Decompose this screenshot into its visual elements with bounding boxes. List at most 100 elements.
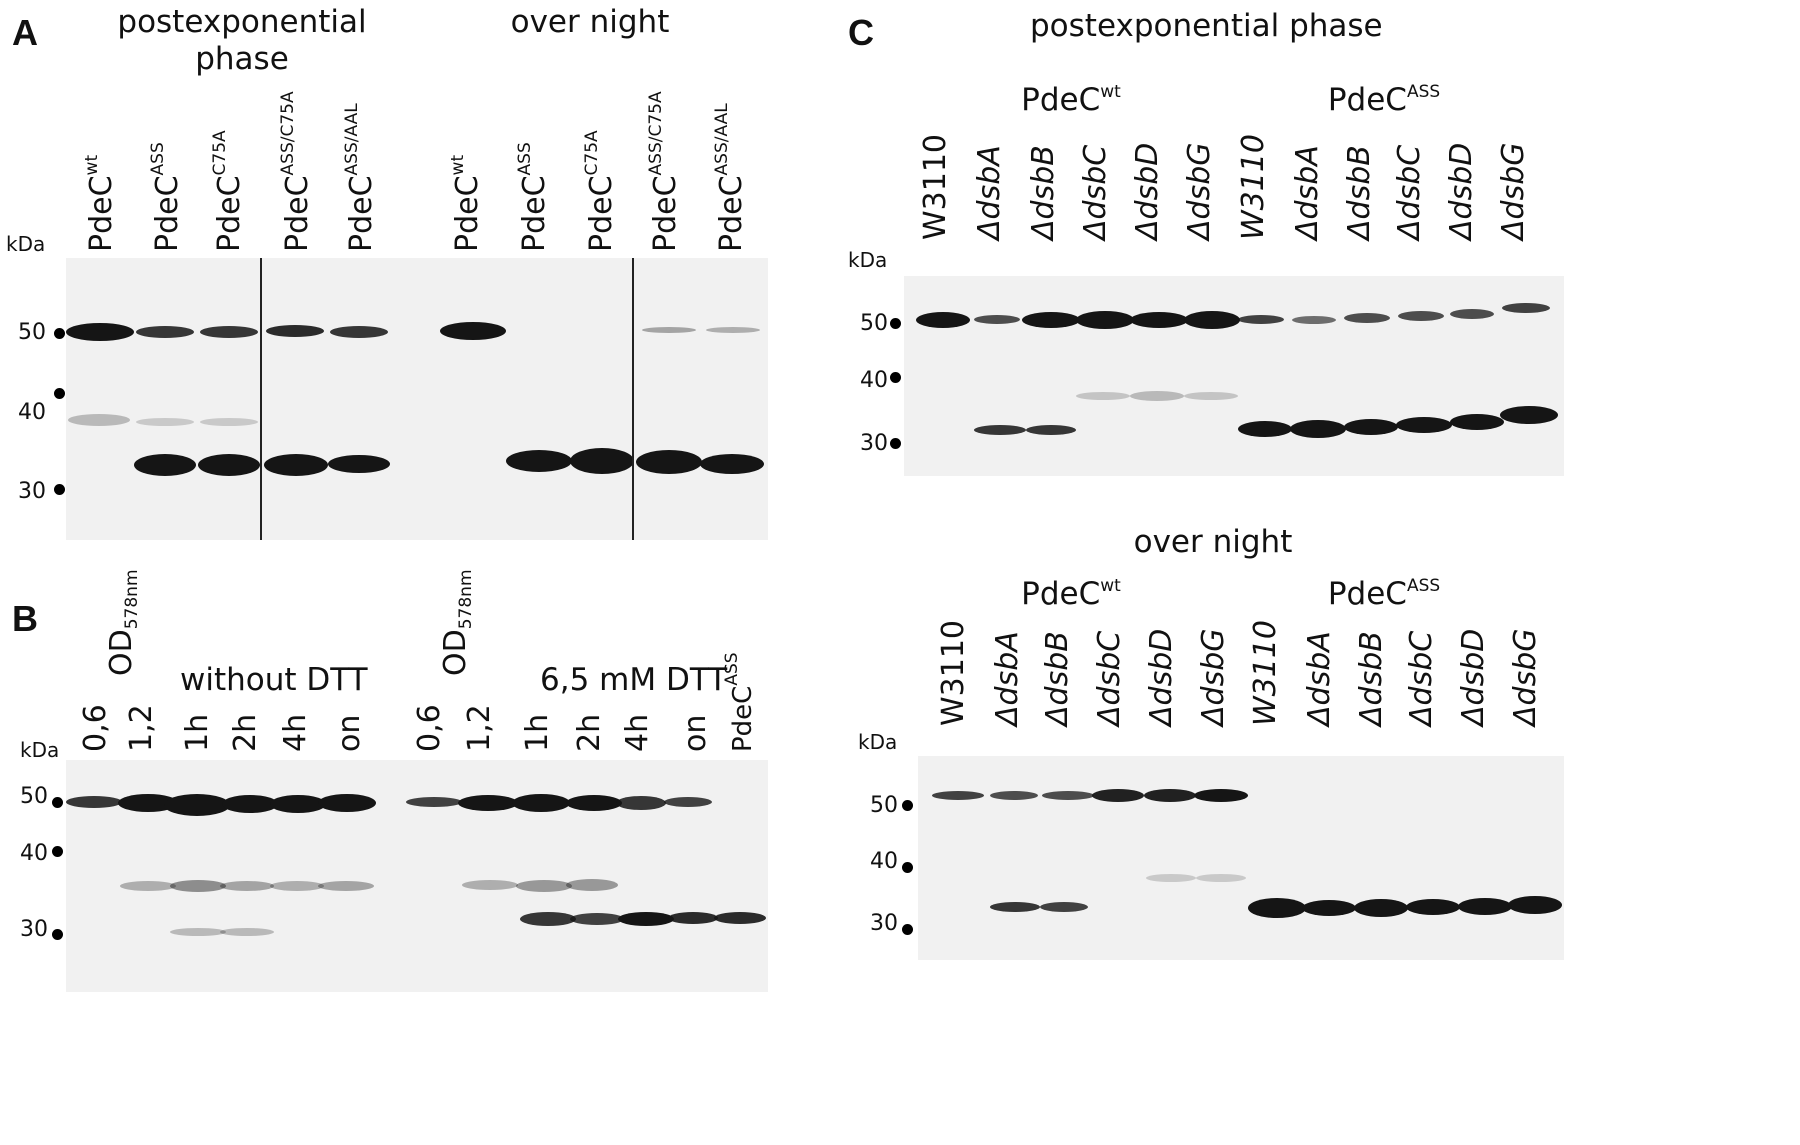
band <box>266 325 324 337</box>
band <box>1076 392 1130 400</box>
panel-c-bottom-marker-dot-30 <box>902 924 913 935</box>
band <box>264 454 328 476</box>
band <box>170 928 226 936</box>
panel-b-od-label-1: OD578nm <box>104 569 142 676</box>
panel-c-bottom-blot <box>918 756 1564 960</box>
band <box>700 454 764 474</box>
panel-a-lane-5: PdeCASS/AAL <box>342 103 379 252</box>
band <box>1026 425 1076 435</box>
band <box>406 797 462 807</box>
band <box>506 450 572 472</box>
panel-c-bottom-lane-4: ΔdsbC <box>1092 630 1127 726</box>
panel-b-lane-7: 0,6 <box>412 704 447 752</box>
panel-c-bottom-lane-3: ΔdsbB <box>1040 631 1075 726</box>
panel-a-lane-7: PdeCASS <box>515 142 552 252</box>
band <box>1458 898 1512 915</box>
band <box>1092 789 1144 802</box>
panel-b-kda-label: kDa <box>20 738 60 762</box>
panel-c-top-lane-6: ΔdsbG <box>1182 142 1217 241</box>
panel-a-marker-dot-50 <box>54 328 65 339</box>
band <box>1146 874 1196 882</box>
band <box>1130 312 1188 328</box>
band <box>66 796 122 808</box>
panel-c-letter: C <box>848 12 874 53</box>
band <box>200 418 258 426</box>
band <box>714 912 766 924</box>
band <box>566 795 622 811</box>
panel-c-top-marker-dot-40 <box>890 372 901 383</box>
panel-c-bottom-lane-7: W3110 <box>1248 619 1283 726</box>
panel-c-top-lane-12: ΔdsbG <box>1496 142 1531 241</box>
panel-b-lane-1: 0,6 <box>78 704 113 752</box>
band <box>932 791 984 800</box>
panel-b-mw-30: 30 <box>20 917 48 942</box>
lane-separator <box>260 258 262 540</box>
band <box>270 881 324 891</box>
panel-c-top-lane-4: ΔdsbC <box>1078 144 1113 240</box>
band <box>1344 419 1398 435</box>
band <box>618 912 674 926</box>
panel-c-top-mw-40: 40 <box>860 368 888 393</box>
band <box>1194 789 1248 802</box>
panel-a-lane-10: PdeCASS/AAL <box>712 103 749 252</box>
panel-c-top-lane-11: ΔdsbD <box>1444 142 1479 240</box>
panel-c-bottom-lane-12: ΔdsbG <box>1508 628 1543 727</box>
panel-c-bottom-group-ass: PdeCASS <box>1327 576 1441 612</box>
band <box>990 791 1038 800</box>
band <box>318 794 376 812</box>
panel-a-marker-dot-30 <box>54 484 65 495</box>
panel-b-marker-dot-30 <box>52 929 63 940</box>
panel-b-lane-9: 1h <box>520 713 555 752</box>
panel-b-lane-12: on <box>678 714 713 752</box>
band <box>200 326 258 338</box>
band <box>1196 874 1246 882</box>
band <box>1144 789 1196 802</box>
panel-a-group1-line2: phase <box>195 41 289 77</box>
band <box>916 312 970 328</box>
panel-b-group2-title: 6,5 mM DTT <box>540 662 728 698</box>
band <box>570 913 624 925</box>
panel-c-bottom-group-wt: PdeCwt <box>1021 576 1121 612</box>
band <box>1238 315 1284 324</box>
band <box>462 880 518 890</box>
band <box>566 879 618 891</box>
band <box>1238 421 1292 437</box>
band <box>1302 900 1356 916</box>
band <box>636 450 702 474</box>
panel-c-top-title: postexponential phase <box>1030 8 1383 44</box>
panel-a-marker-dot-40 <box>54 388 65 399</box>
band <box>170 880 226 892</box>
panel-c-bottom-kda-label: kDa <box>858 730 898 754</box>
panel-b-lane-5: 4h <box>278 713 313 752</box>
panel-c-bottom-mw-30: 30 <box>870 911 898 936</box>
panel-c-bottom-lane-8: ΔdsbA <box>1302 631 1337 726</box>
panel-a-lane-6: PdeCwt <box>448 154 485 252</box>
panel-c-top-lane-9: ΔdsbB <box>1342 145 1377 240</box>
panel-b-od-label-2: OD578nm <box>438 569 476 676</box>
panel-a-lane-1: PdeCwt <box>82 154 119 252</box>
band <box>120 881 176 891</box>
band <box>136 326 194 338</box>
panel-a-lane-4: PdeCASS/C75A <box>278 91 315 252</box>
band <box>136 418 194 426</box>
band <box>974 425 1026 435</box>
band <box>1042 791 1094 800</box>
panel-c-bottom-mw-40: 40 <box>870 849 898 874</box>
panel-c-top-marker-dot-50 <box>890 318 901 329</box>
band <box>330 326 388 338</box>
panel-a-lane-8: PdeCC75A <box>582 130 619 252</box>
band <box>198 454 260 476</box>
panel-b-lane-6: on <box>332 714 367 752</box>
panel-c-top-lane-5: ΔdsbD <box>1130 142 1165 240</box>
band <box>520 912 576 926</box>
band <box>270 795 326 813</box>
band <box>1396 417 1452 433</box>
panel-c-top-lane-10: ΔdsbC <box>1392 144 1427 240</box>
panel-c-top-lane-7: W3110 <box>1236 133 1271 240</box>
band <box>1184 392 1238 400</box>
panel-c-top-blot <box>904 276 1564 476</box>
panel-b-lane-13: PdeCASS <box>722 652 758 752</box>
panel-c-top-lane-1: W3110 <box>918 133 953 240</box>
panel-a-mw-50: 50 <box>18 320 46 345</box>
band <box>220 928 274 936</box>
